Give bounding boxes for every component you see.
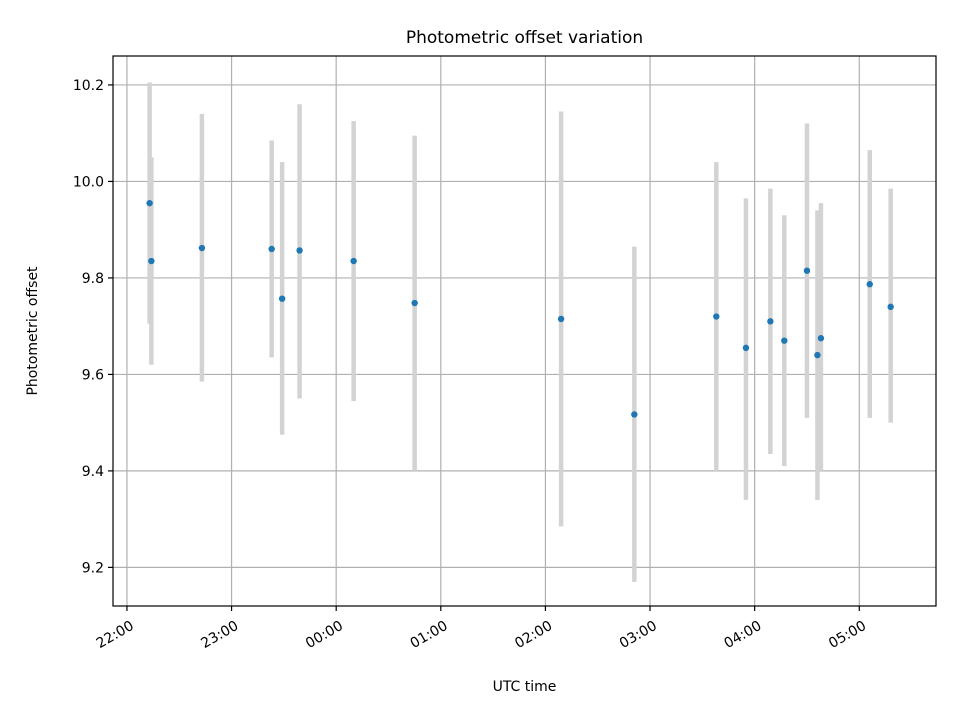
x-axis-title: UTC time [493, 679, 557, 695]
data-point [781, 337, 788, 344]
plot-area [113, 56, 936, 606]
data-point [803, 267, 811, 274]
data-point [887, 303, 894, 311]
data-point [713, 313, 720, 320]
y-tick-label: 9.8 [82, 271, 104, 287]
data-points [146, 199, 894, 418]
y-tick-label: 10.0 [73, 174, 104, 190]
data-point [557, 315, 565, 323]
data-point [296, 247, 303, 254]
data-point [148, 257, 155, 265]
data-point [268, 245, 275, 253]
y-tick-label: 10.2 [73, 78, 104, 94]
data-point [146, 199, 153, 207]
data-point [742, 344, 750, 352]
y-tick-label: 9.6 [82, 367, 104, 383]
y-tick-label: 9.4 [82, 464, 104, 480]
y-tick-label: 9.2 [82, 560, 104, 576]
data-point [814, 351, 821, 359]
data-point [767, 318, 774, 325]
y-axis-title: Photometric offset [25, 266, 41, 396]
grid [113, 56, 936, 606]
chart-title: Photometric offset variation [406, 28, 643, 48]
data-point [198, 244, 206, 252]
data-point [350, 257, 357, 265]
data-point [631, 411, 638, 418]
data-point [278, 295, 286, 302]
data-point [411, 299, 418, 307]
data-point [817, 335, 825, 342]
data-point [866, 281, 873, 288]
plot-frame [112, 55, 937, 607]
